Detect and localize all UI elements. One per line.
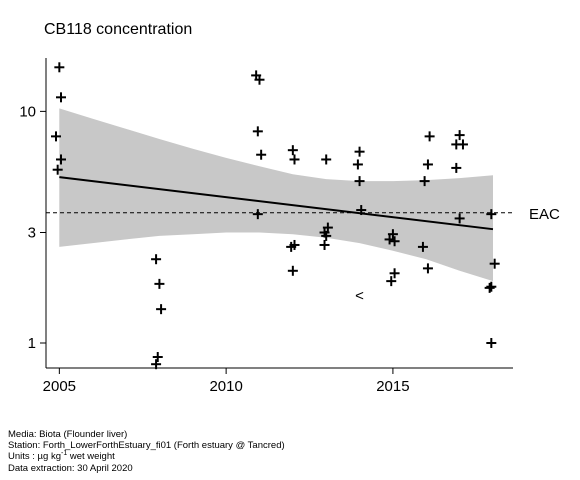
footer-units-prefix: Units : µg kg — [8, 451, 61, 462]
data-point — [321, 230, 332, 241]
data-point — [422, 159, 433, 170]
y-tick-label: 1 — [28, 335, 36, 352]
data-point — [286, 241, 297, 252]
data-point — [417, 241, 428, 252]
footer-units-suffix: wet weight — [67, 451, 115, 462]
x-tick-label: 2015 — [376, 378, 409, 395]
data-point — [52, 164, 63, 175]
data-point — [319, 239, 330, 250]
data-point — [457, 139, 468, 150]
data-point — [354, 176, 365, 187]
data-point — [54, 62, 65, 73]
data-point — [356, 205, 367, 216]
data-point — [489, 258, 500, 269]
trend-line — [59, 176, 494, 231]
data-point — [56, 92, 67, 103]
data-point — [454, 213, 465, 224]
reference-line-layer: EAC — [46, 206, 560, 223]
y-tick-label: 10 — [19, 103, 36, 120]
footer-station: Station: Forth_LowerForthEstuary_fi01 (F… — [8, 440, 285, 451]
data-point — [387, 229, 398, 240]
data-point — [352, 159, 363, 170]
data-point — [486, 281, 497, 292]
data-point — [254, 74, 265, 85]
footer-media: Media: Biota (Flounder liver) — [8, 429, 128, 440]
data-point — [287, 265, 298, 276]
data-point — [252, 126, 263, 137]
data-point — [454, 130, 465, 141]
axes-layer — [40, 58, 513, 374]
data-point — [419, 176, 430, 187]
data-point — [287, 145, 298, 156]
data-point — [289, 154, 300, 165]
data-point — [152, 352, 163, 363]
data-point — [424, 131, 435, 142]
data-point — [51, 131, 62, 142]
data-point — [151, 254, 162, 265]
x-tick-label: 2005 — [43, 378, 76, 395]
confidence-band — [59, 108, 494, 282]
data-point — [56, 154, 67, 165]
data-point — [321, 154, 332, 165]
data-point — [486, 338, 497, 349]
confidence-band-layer — [59, 108, 494, 282]
data-point — [484, 282, 495, 293]
footer-extraction: Data extraction: 30 April 2020 — [8, 463, 133, 474]
data-point — [354, 146, 365, 157]
less-than-point: < — [355, 288, 364, 305]
data-point — [156, 304, 167, 315]
data-points-layer: < — [51, 62, 500, 370]
data-point — [451, 162, 462, 173]
data-point — [389, 268, 400, 279]
footer-units-sup: -1 — [61, 450, 68, 457]
x-tick-label: 2010 — [209, 378, 242, 395]
y-tick-label: 3 — [28, 224, 36, 241]
eac-label: EAC — [529, 206, 560, 223]
data-point — [386, 276, 397, 287]
trend-line-layer — [59, 176, 494, 231]
data-point — [252, 209, 263, 220]
data-point — [154, 278, 165, 289]
footer-units: Units : µg kg-1 wet weight — [8, 450, 285, 463]
data-point — [422, 263, 433, 274]
data-point — [384, 234, 395, 245]
chart-footer: Media: Biota (Flounder liver) Station: F… — [8, 429, 285, 474]
chart-title: CB118 concentration — [44, 21, 192, 38]
data-point — [486, 209, 497, 220]
data-point — [389, 236, 400, 247]
data-point — [256, 149, 267, 160]
tick-labels-layer: 2005 2010 2015 1 3 10 — [19, 103, 409, 395]
